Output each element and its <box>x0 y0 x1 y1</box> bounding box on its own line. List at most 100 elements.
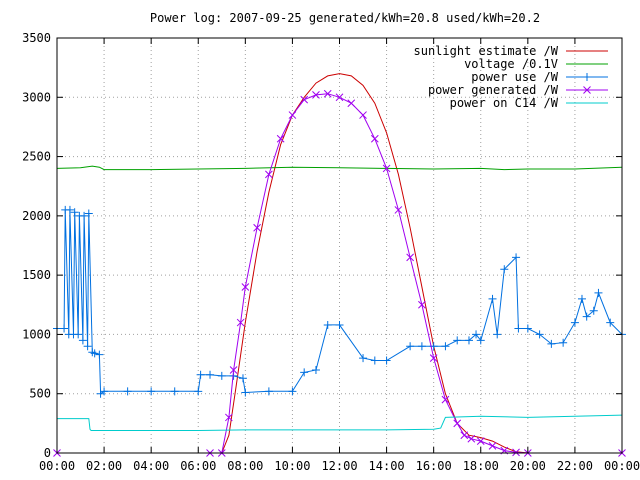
legend-item-power-use-w: power use /W <box>471 70 608 84</box>
data-point-power-use-w <box>335 320 344 329</box>
data-point-power-use-w <box>606 318 615 327</box>
data-point-power-use-w <box>535 330 544 339</box>
legend-marker <box>583 86 591 94</box>
data-point-power-use-w <box>359 354 368 363</box>
x-tick-label: 02:00 <box>86 459 122 473</box>
legend-item-power-generated-w: power generated /W <box>428 83 608 97</box>
data-point-power-generated-w <box>370 134 379 143</box>
data-point-power-use-w <box>547 339 556 348</box>
data-point-power-generated-w <box>265 170 273 179</box>
data-point-power-use-w <box>78 336 87 345</box>
x-tick-label: 18:00 <box>463 459 499 473</box>
data-point-power-generated-w <box>229 366 238 374</box>
data-point-power-use-w <box>147 387 156 396</box>
y-tick-label: 1500 <box>22 268 51 282</box>
data-point-power-generated-w <box>406 253 414 262</box>
data-point-power-generated-w <box>441 395 450 404</box>
data-point-power-use-w <box>217 371 226 380</box>
data-point-power-use-w <box>488 294 497 303</box>
series-line-voltage-0-1v <box>56 165 623 171</box>
data-point-power-use-w <box>123 387 132 396</box>
data-point-power-use-w <box>577 294 586 303</box>
data-point-power-generated-w <box>453 419 462 428</box>
data-point-power-use-w <box>170 387 179 396</box>
data-point-power-generated-w <box>335 93 344 102</box>
series-line-power-on-c14-w <box>57 414 623 431</box>
data-point-power-use-w <box>406 342 415 351</box>
data-point-power-use-w <box>559 338 568 347</box>
y-tick-label: 2000 <box>22 209 51 223</box>
y-tick-label: 3000 <box>22 90 51 104</box>
data-point-power-use-w <box>311 366 320 374</box>
data-point-power-use-w <box>264 387 273 396</box>
legend-label: power on C14 /W <box>450 96 559 110</box>
tick-layer: 0 500 1000 1500 2000 2500 3000 3500 00:00 02:00 04… <box>22 31 640 473</box>
data-point-power-use-w <box>206 370 215 379</box>
data-point-power-generated-w <box>359 111 367 119</box>
x-tick-label: 04:00 <box>133 459 169 473</box>
data-point-power-use-w <box>65 205 74 214</box>
data-point-power-generated-w <box>382 164 391 173</box>
data-point-power-generated-w <box>460 431 469 440</box>
chart-title: Power log: 2007-09-25 generated/kWh=20.8… <box>150 11 540 25</box>
data-point-power-use-w <box>582 312 591 321</box>
data-point-power-use-w <box>464 336 473 345</box>
data-point-power-use-w <box>70 208 79 217</box>
data-point-power-generated-w <box>225 413 233 422</box>
series-sunlight-estimate-w <box>221 73 622 454</box>
data-point-power-use-w <box>493 330 502 339</box>
legend-marker <box>583 73 591 81</box>
series-voltage-0-1v <box>56 165 623 171</box>
data-point-power-use-w <box>196 370 205 379</box>
data-point-power-generated-w <box>512 448 520 457</box>
legend-item-voltage-0-1v: voltage /0.1V <box>464 57 608 71</box>
data-point-power-use-w <box>288 387 297 396</box>
data-point-power-use-w <box>441 342 450 351</box>
data-point-power-use-w <box>83 342 92 351</box>
x-tick-label: 16:00 <box>416 459 452 473</box>
data-point-power-generated-w <box>347 99 356 108</box>
data-point-power-use-w <box>476 336 485 345</box>
series-power-on-c14-w <box>57 414 623 431</box>
data-point-power-generated-w <box>253 223 261 232</box>
legend-label: sunlight estimate /W <box>414 44 559 58</box>
x-tick-label: 12:00 <box>321 459 357 473</box>
data-point-power-generated-w <box>300 95 309 104</box>
x-tick-label: 10:00 <box>274 459 310 473</box>
data-point-power-use-w <box>100 387 109 396</box>
data-point-power-use-w <box>241 388 250 397</box>
series-layer <box>53 73 626 457</box>
data-point-power-use-w <box>194 387 203 396</box>
series-line-sunlight-estimate-w <box>221 73 622 454</box>
data-point-power-generated-w <box>467 434 476 443</box>
data-point-power-generated-w <box>394 206 403 214</box>
data-point-power-generated-w <box>288 111 297 119</box>
series-power-generated-w <box>53 89 626 457</box>
data-point-power-use-w <box>512 253 521 262</box>
data-point-power-use-w <box>74 330 83 339</box>
x-tick-label: 00:00 <box>604 459 640 473</box>
data-point-power-generated-w <box>276 134 285 143</box>
data-point-power-generated-w <box>429 354 438 362</box>
data-point-power-use-w <box>300 368 309 377</box>
y-tick-label: 2500 <box>22 150 51 164</box>
y-tick-label: 3500 <box>22 31 51 45</box>
data-point-power-generated-w <box>241 283 250 291</box>
data-point-power-use-w <box>60 324 69 333</box>
y-tick-label: 1000 <box>22 327 51 341</box>
x-tick-label: 22:00 <box>557 459 593 473</box>
data-point-power-use-w <box>323 320 332 329</box>
data-point-power-use-w <box>84 209 93 218</box>
data-point-power-generated-w <box>476 437 485 445</box>
x-tick-label: 00:00 <box>39 459 75 473</box>
data-point-power-use-w <box>514 324 523 333</box>
x-tick-label: 20:00 <box>510 459 546 473</box>
data-point-power-use-w <box>417 342 426 351</box>
y-tick-label: 0 <box>44 446 51 460</box>
x-tick-label: 08:00 <box>227 459 263 473</box>
data-point-power-use-w <box>589 306 598 315</box>
data-point-power-generated-w <box>488 442 497 450</box>
data-point-power-use-w <box>523 324 532 333</box>
